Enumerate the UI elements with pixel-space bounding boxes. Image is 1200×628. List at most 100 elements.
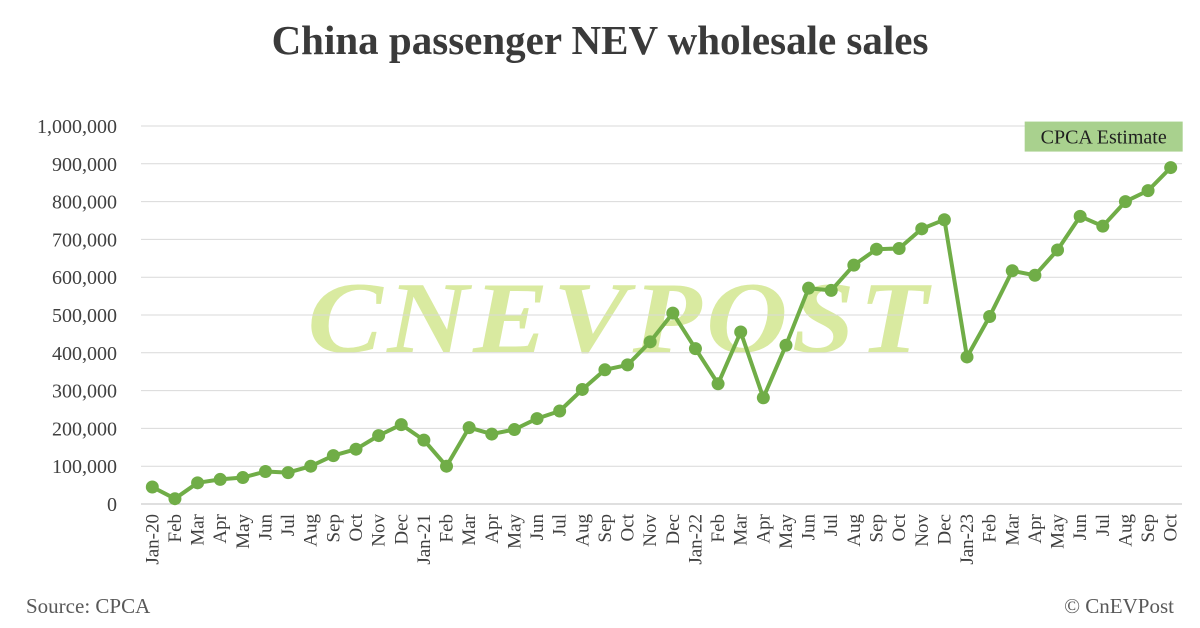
- data-point: [937, 213, 951, 227]
- y-tick-label: 900,000: [52, 154, 117, 176]
- x-tick-label: Jul: [550, 514, 571, 536]
- data-point: [1118, 195, 1132, 209]
- data-point: [688, 342, 702, 356]
- data-point: [372, 429, 386, 443]
- x-tick-label: Dec: [391, 514, 412, 545]
- x-tick-label: Dec: [663, 514, 684, 545]
- data-point: [326, 449, 340, 463]
- data-point: [281, 466, 295, 480]
- x-tick-label: May: [233, 514, 254, 549]
- x-tick-label: May: [1048, 514, 1069, 549]
- data-point: [847, 258, 861, 272]
- data-point: [915, 222, 929, 236]
- data-point: [711, 377, 725, 391]
- x-tick-label: Jan-20: [142, 514, 163, 565]
- x-tick-label: Apr: [753, 513, 774, 543]
- copyright-label: © CnEVPost: [1064, 594, 1174, 618]
- x-tick-label: Sep: [323, 514, 344, 543]
- x-tick-label: May: [504, 514, 525, 549]
- series-line: [151, 166, 1173, 501]
- x-tick-label: May: [776, 514, 797, 549]
- x-tick-label: Jul: [821, 514, 842, 536]
- data-point: [258, 464, 272, 478]
- data-point: [394, 418, 408, 432]
- x-tick-label: Jun: [255, 514, 276, 541]
- x-tick-label: Feb: [708, 514, 729, 543]
- data-point: [983, 310, 997, 324]
- x-tick-label: Mar: [459, 513, 480, 545]
- x-tick-label: Nov: [640, 514, 661, 547]
- x-tick-label: Mar: [188, 513, 209, 545]
- x-tick-label: Feb: [437, 514, 458, 543]
- data-point: [530, 412, 544, 426]
- y-tick-label: 700,000: [52, 229, 117, 251]
- annotation-label: CPCA Estimate: [1041, 127, 1167, 149]
- data-point: [892, 241, 906, 255]
- data-point: [1051, 243, 1065, 257]
- x-tick-label: Jan-21: [414, 514, 435, 565]
- data-point: [1096, 219, 1110, 233]
- data-point: [779, 338, 793, 352]
- x-tick-label: Sep: [1138, 514, 1159, 543]
- x-tick-label: Dec: [934, 514, 955, 545]
- x-tick-label: Jun: [1070, 514, 1091, 541]
- x-tick-label: Oct: [346, 513, 367, 541]
- chart-title: China passenger NEV wholesale sales: [271, 17, 929, 63]
- data-point: [598, 363, 612, 377]
- data-point: [1028, 268, 1042, 282]
- x-tick-label: Feb: [980, 514, 1001, 543]
- data-point: [960, 350, 974, 364]
- source-label: Source: CPCA: [26, 594, 151, 618]
- x-tick-label: Jan-22: [685, 514, 706, 565]
- x-tick-label: Oct: [618, 513, 639, 541]
- x-tick-label: Apr: [210, 513, 231, 543]
- x-tick-label: Jun: [799, 514, 820, 541]
- y-tick-label: 300,000: [52, 381, 117, 403]
- data-point: [349, 442, 363, 456]
- data-point: [304, 459, 318, 473]
- data-point: [553, 404, 567, 418]
- x-tick-label: Jul: [278, 514, 299, 536]
- data-point: [1141, 184, 1155, 198]
- y-tick-label: 400,000: [52, 343, 117, 365]
- data-point: [1164, 161, 1178, 175]
- x-tick-label: Feb: [165, 514, 186, 543]
- x-tick-label: Sep: [595, 514, 616, 543]
- data-point: [417, 433, 431, 447]
- data-point: [213, 472, 227, 486]
- x-tick-label: Jan-23: [957, 514, 978, 565]
- y-tick-label: 0: [107, 494, 117, 516]
- data-point: [1073, 209, 1087, 223]
- y-tick-label: 800,000: [52, 192, 117, 214]
- x-tick-label: Aug: [1115, 514, 1136, 547]
- data-point: [462, 421, 476, 435]
- data-point: [643, 335, 657, 349]
- data-point: [869, 242, 883, 256]
- data-point: [236, 471, 250, 485]
- x-tick-label: Nov: [912, 514, 933, 547]
- x-tick-label: Aug: [844, 514, 865, 547]
- data-point: [666, 306, 680, 320]
- data-point: [485, 427, 499, 441]
- x-tick-label: Jun: [527, 514, 548, 541]
- data-point: [756, 391, 770, 405]
- annotation-box: [1024, 121, 1183, 152]
- x-tick-label: Aug: [301, 514, 322, 547]
- data-point: [802, 281, 816, 295]
- data-point: [145, 480, 159, 494]
- data-point: [1005, 264, 1019, 278]
- x-tick-label: Oct: [889, 513, 910, 541]
- x-tick-label: Apr: [1025, 513, 1046, 543]
- x-tick-label: Nov: [369, 514, 390, 547]
- x-tick-label: Sep: [866, 514, 887, 543]
- data-point: [824, 283, 838, 297]
- x-tick-label: Mar: [731, 513, 752, 545]
- x-tick-label: Aug: [572, 514, 593, 547]
- data-point: [507, 423, 521, 437]
- y-tick-label: 500,000: [52, 305, 117, 327]
- y-tick-label: 600,000: [52, 267, 117, 289]
- data-point: [191, 476, 205, 490]
- watermark-logo: CNEVPOST: [308, 262, 933, 375]
